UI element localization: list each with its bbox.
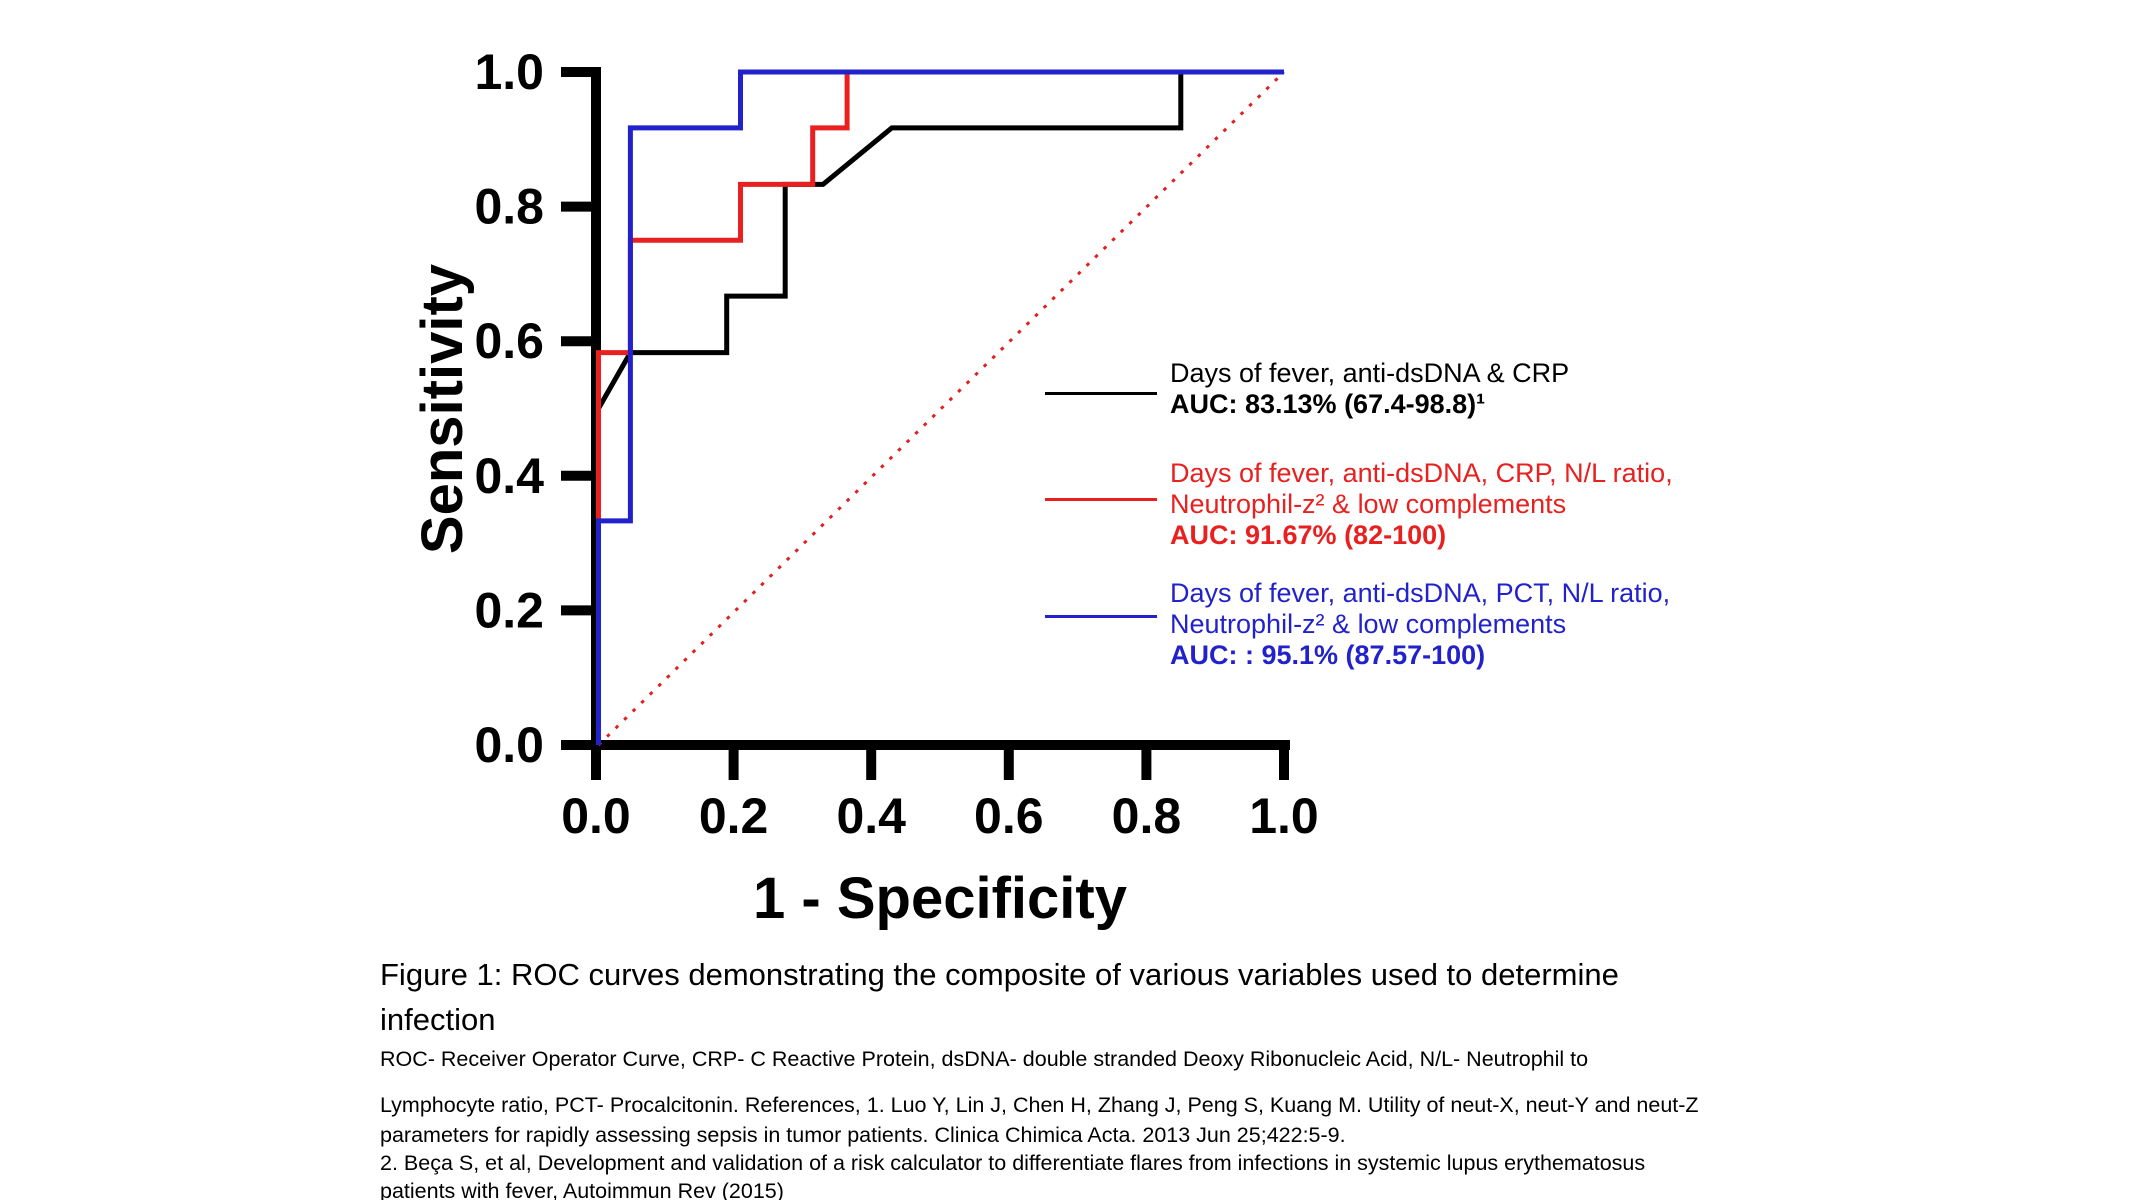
svg-text:Sensitivity: Sensitivity — [410, 264, 475, 554]
legend-entry-black: Days of fever, anti-dsDNA & CRP AUC: 83.… — [1170, 358, 1790, 420]
svg-text:0.8: 0.8 — [1112, 788, 1182, 844]
svg-text:0.0: 0.0 — [474, 717, 544, 773]
svg-text:0.4: 0.4 — [474, 448, 544, 504]
svg-text:0.0: 0.0 — [561, 788, 631, 844]
svg-text:1.0: 1.0 — [474, 44, 544, 100]
legend-entry-blue: Days of fever, anti-dsDNA, PCT, N/L rati… — [1170, 578, 1790, 671]
legend-label: Neutrophil-z² & low complements — [1170, 489, 1567, 519]
legend-auc-value: AUC: 83.13% (67.4-98.8)¹ — [1170, 389, 1486, 419]
svg-text:1.0: 1.0 — [1249, 788, 1319, 844]
svg-text:0.2: 0.2 — [474, 582, 544, 638]
legend-swatch-blue-line — [1045, 615, 1157, 618]
caption-note: Lymphocyte ratio, PCT- Procalcitonin. Re… — [380, 1093, 1699, 1117]
legend-label: Days of fever, anti-dsDNA, CRP, N/L rati… — [1170, 458, 1673, 488]
legend-entry-red: Days of fever, anti-dsDNA, CRP, N/L rati… — [1170, 458, 1790, 551]
caption-title-line1: Figure 1: ROC curves demonstrating the c… — [380, 957, 1619, 992]
legend-swatch-black-line — [1045, 392, 1157, 395]
legend-auc-value: AUC: : 95.1% (87.57-100) — [1170, 640, 1486, 670]
caption-note: patients with fever, Autoimmun Rev (2015… — [380, 1179, 784, 1200]
svg-text:0.6: 0.6 — [974, 788, 1044, 844]
caption-note: ROC- Receiver Operator Curve, CRP- C Rea… — [380, 1047, 1589, 1071]
legend-label: Days of fever, anti-dsDNA & CRP — [1170, 358, 1570, 388]
legend-label: Neutrophil-z² & low complements — [1170, 609, 1567, 639]
svg-text:0.4: 0.4 — [836, 788, 906, 844]
svg-text:0.8: 0.8 — [474, 179, 544, 235]
legend-swatch-red-line — [1045, 498, 1157, 501]
caption-note: 2. Beça S, et al, Development and valida… — [380, 1151, 1646, 1175]
caption-note: parameters for rapidly assessing sepsis … — [380, 1123, 1346, 1147]
roc-chart-svg: 0.0 0.2 0.4 0.6 0.8 1.0 0.0 0.2 0.4 0.6 0.8 1.0 Sens… — [410, 44, 1319, 931]
svg-text:0.6: 0.6 — [474, 313, 544, 369]
figure-caption-title: Figure 1: ROC curves demonstrating the c… — [380, 952, 1880, 1042]
svg-text:1 - Specificity: 1 - Specificity — [753, 866, 1127, 931]
svg-text:0.2: 0.2 — [699, 788, 769, 844]
legend-auc-value: AUC: 91.67% (82-100) — [1170, 520, 1447, 550]
caption-title-line2: infection — [380, 1002, 496, 1037]
legend-label: Days of fever, anti-dsDNA, PCT, N/L rati… — [1170, 578, 1671, 608]
